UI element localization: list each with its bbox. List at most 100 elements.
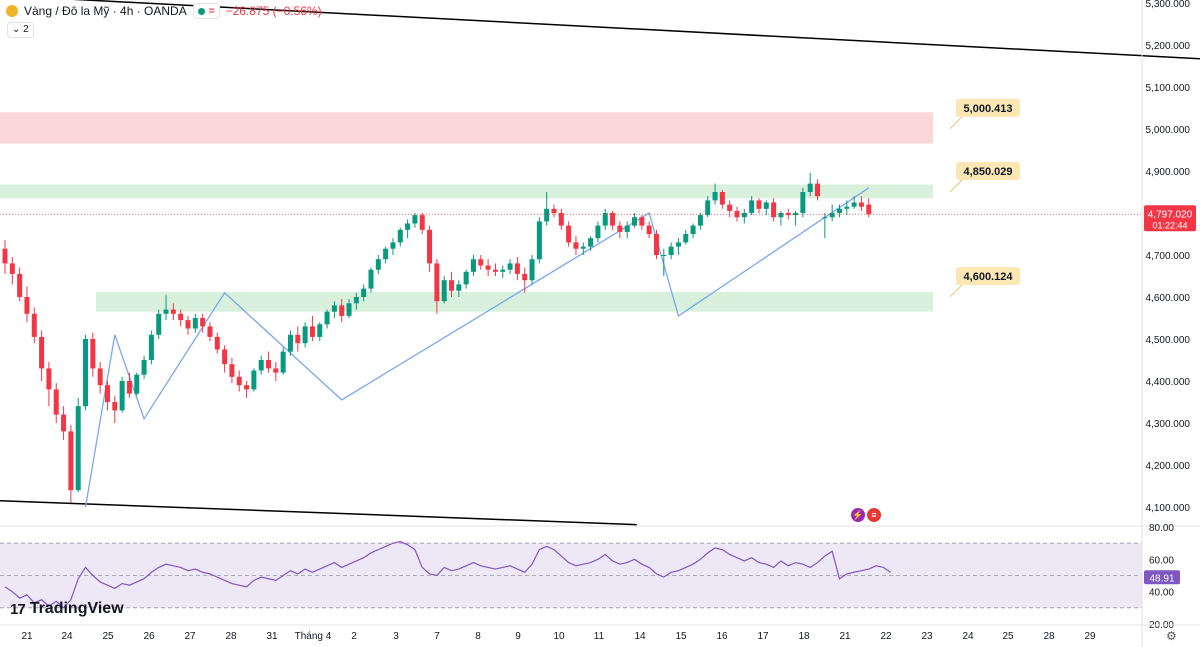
candle [273, 362, 279, 381]
candle-body [566, 225, 572, 243]
time-tick: 8 [475, 631, 481, 642]
trendlines [0, 0, 1200, 526]
candle [375, 255, 381, 274]
candle [602, 208, 608, 230]
candle-body [771, 202, 777, 218]
candle-body [24, 297, 30, 314]
candle [9, 257, 15, 285]
flash-icon[interactable]: ⚡ [851, 508, 865, 522]
rsi-tick: 40.00 [1149, 588, 1174, 599]
candle-body [9, 263, 15, 274]
candle-body [749, 200, 755, 213]
candle [361, 284, 367, 302]
candles [2, 173, 872, 503]
candle [112, 395, 118, 423]
candle [536, 217, 542, 264]
trendline-1 [0, 499, 637, 526]
candle [163, 294, 169, 321]
candle [573, 236, 579, 255]
time-axis[interactable]: 21 24 25 26 27 28 31 Tháng 4 2 3 7 8 9 10 11 14 15 16 17 18… [0, 624, 1200, 642]
candle-body [778, 213, 784, 218]
candle-body [126, 381, 132, 394]
tradingview-logo[interactable]: 17 TradingView [10, 600, 124, 618]
candle [624, 221, 630, 239]
candle-body [639, 217, 645, 226]
candle-body [53, 389, 59, 415]
pattern-line [84, 187, 870, 508]
candle [68, 425, 74, 503]
candle-body [661, 255, 667, 256]
price-axis[interactable]: 5,300.000 5,200.000 5,100.000 5,000.000 4,90… [1141, 0, 1196, 647]
market-open-icon [197, 7, 205, 15]
candle [836, 204, 842, 218]
candle [771, 198, 777, 222]
price-tick: 5,300.000 [1146, 0, 1191, 10]
candle [675, 238, 681, 255]
price-change: −26.875 (−0.56%) [225, 4, 322, 18]
time-tick: 21 [839, 631, 851, 642]
candle [434, 259, 440, 314]
candle [309, 315, 315, 342]
candle-body [588, 238, 594, 247]
candle [719, 189, 725, 209]
candle [2, 240, 8, 274]
candle [449, 271, 455, 297]
level-labels: 5,000.413 4,850.029 4,600.124 [949, 98, 1020, 298]
candle [478, 255, 484, 270]
candle-body [529, 259, 535, 281]
candle [214, 332, 220, 354]
candle [470, 255, 476, 276]
candle-body [207, 326, 213, 337]
candle-body [390, 242, 396, 249]
candle [317, 322, 323, 342]
candle-body [75, 406, 81, 491]
zone-0 [0, 112, 933, 144]
candle-body [610, 213, 616, 226]
candle [24, 286, 30, 323]
gear-icon[interactable]: ⚙ [1166, 629, 1177, 643]
candle-body [258, 360, 264, 371]
candle-body [244, 385, 250, 390]
price-tick: 4,900.000 [1146, 167, 1191, 178]
candle-body [61, 414, 67, 432]
candle [383, 246, 389, 264]
candle-body [632, 217, 638, 226]
candle [778, 210, 784, 226]
candle [632, 213, 638, 228]
candle-body [705, 200, 711, 216]
us-flag-icon[interactable]: ≡ [867, 508, 881, 522]
price-tick: 4,400.000 [1146, 377, 1191, 388]
candle [610, 210, 616, 230]
candle-body [763, 202, 769, 209]
indicators-toggle[interactable]: ⌄ 2 [7, 22, 34, 38]
candle [463, 269, 469, 289]
candle [83, 334, 89, 411]
candle [148, 330, 154, 365]
time-tick: 18 [798, 631, 810, 642]
symbol-header[interactable]: Vàng / Đô la Mỹ · 4h · OANDA = −26.875 (… [6, 3, 322, 19]
candle-body [156, 313, 162, 335]
candle-body [815, 183, 821, 197]
candle [705, 196, 711, 218]
candle-body [463, 271, 469, 285]
time-tick: 16 [716, 631, 728, 642]
candle [712, 183, 718, 205]
level-label: 5,000.413 [949, 98, 1020, 130]
time-tick: 9 [515, 631, 521, 642]
candle-body [397, 229, 403, 243]
candle [456, 280, 462, 297]
candle-body [309, 326, 315, 337]
candle-body [200, 318, 206, 327]
candle [280, 347, 286, 375]
time-tick: Tháng 4 [295, 631, 332, 642]
symbol-title[interactable]: Vàng / Đô la Mỹ · 4h · OANDA [24, 4, 187, 18]
candle [851, 196, 857, 209]
candle-body [507, 263, 513, 270]
candle [324, 309, 330, 329]
candle [756, 198, 762, 213]
candle [390, 238, 396, 255]
candle [207, 322, 213, 342]
price-tick: 4,500.000 [1146, 335, 1191, 346]
market-status[interactable]: = [192, 3, 220, 19]
